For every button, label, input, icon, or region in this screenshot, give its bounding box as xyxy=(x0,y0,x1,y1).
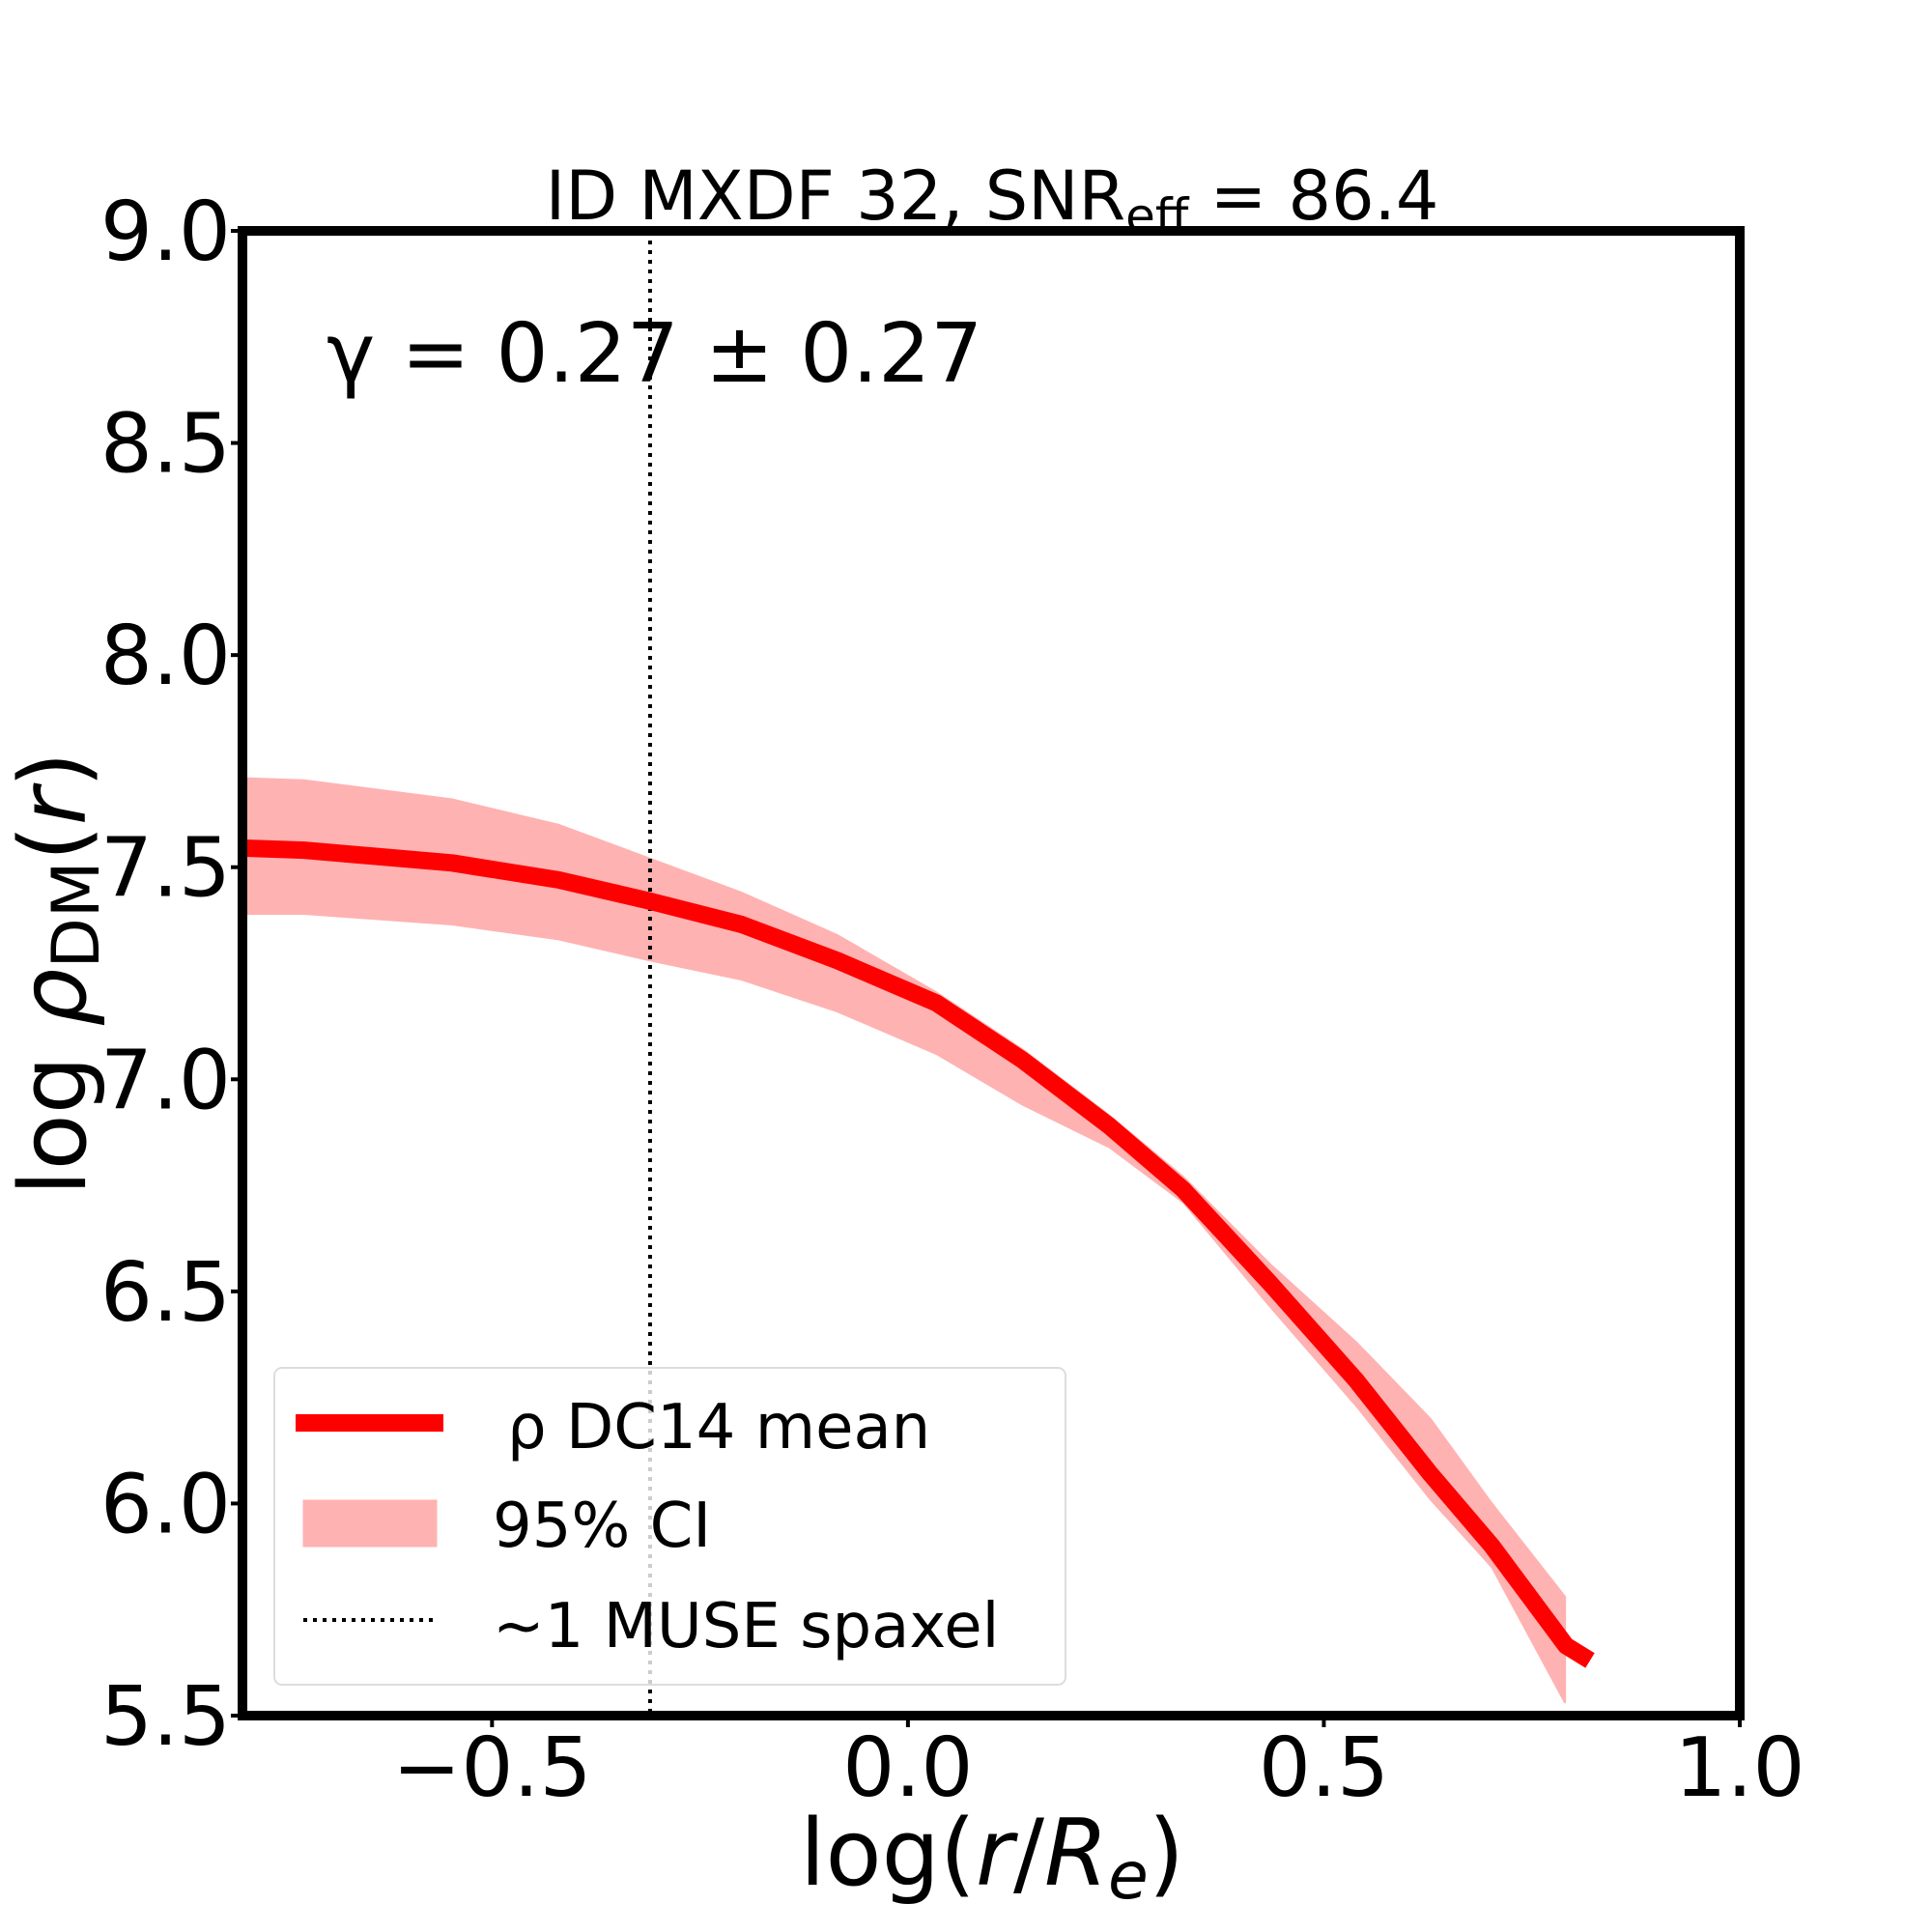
legend: ρ DC14 mean 95% CI ~1 MUSE spaxel xyxy=(273,1367,1066,1686)
y-tick-label: 6.0 xyxy=(100,1457,231,1552)
annotation: γ = 0.27 ± 0.27 xyxy=(327,306,982,402)
x-tick-label: −0.5 xyxy=(392,1720,591,1816)
mean-line xyxy=(242,838,1595,1668)
x-tick-label: 0.5 xyxy=(1259,1720,1389,1816)
x-tick-label: 1.0 xyxy=(1674,1720,1804,1816)
y-tick-label: 8.5 xyxy=(100,397,231,493)
legend-label: 95% CI xyxy=(493,1491,711,1562)
axes-frame xyxy=(238,226,1745,1720)
ci-band xyxy=(242,777,1567,1704)
y-axis-label: log ρDM(r) xyxy=(1,752,115,1196)
legend-band-swatch xyxy=(302,1499,438,1548)
legend-box xyxy=(273,1367,1066,1686)
y-tick-label: 6.5 xyxy=(100,1245,231,1341)
y-tick-label: 7.5 xyxy=(100,821,231,917)
y-tick-label: 8.0 xyxy=(100,609,231,704)
legend-label: ρ DC14 mean xyxy=(507,1392,930,1463)
legend-label: ~1 MUSE spaxel xyxy=(493,1591,999,1662)
x-tick-label: 0.0 xyxy=(842,1720,973,1816)
y-tick-label: 5.5 xyxy=(100,1669,231,1765)
y-tick-label: 7.0 xyxy=(100,1033,231,1128)
y-tick-label: 9.0 xyxy=(100,185,231,280)
chart-title: ID MXDF 32, SNReff = 86.4 xyxy=(546,156,1439,244)
x-axis-label: log(r/Re) xyxy=(800,1801,1184,1915)
